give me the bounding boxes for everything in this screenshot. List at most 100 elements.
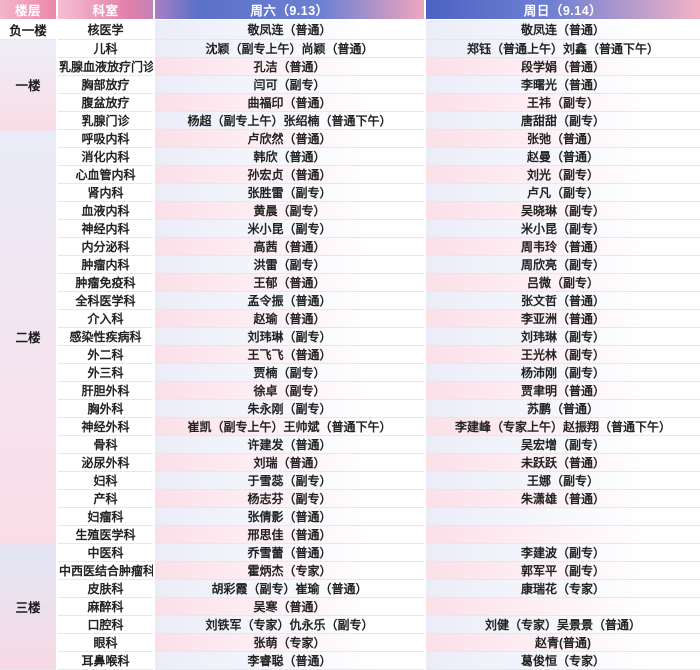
sunday-cell: 郑钰（普通上午）刘鑫（普通下午） [425, 39, 700, 58]
department-cell: 介入科 [57, 309, 155, 328]
saturday-cell: 张倩影（普通） [154, 507, 426, 526]
department-cell: 消化内科 [57, 147, 155, 166]
saturday-cell: 赵瑜（普通） [154, 309, 426, 328]
sunday-cell: 张文哲（普通） [425, 291, 700, 310]
saturday-cell: 高茜（普通） [154, 237, 426, 256]
table-row: 泌尿外科 刘瑞（普通） 未跃跃（普通） [0, 453, 700, 472]
table-row: 血液内科 黄晨（副专） 吴晓琳（副专） [0, 201, 700, 220]
sunday-cell: 王娜（副专） [425, 471, 700, 490]
saturday-cell: 孟令振（普通） [154, 291, 426, 310]
saturday-cell: 于雪蕊（副专） [154, 471, 426, 490]
table-row: 神经内科 米小昆（副专） 米小昆（副专） [0, 219, 700, 238]
saturday-cell: 米小昆（副专） [154, 219, 426, 238]
table-row: 眼科 张萌（专家） 赵青(普通) [0, 633, 700, 652]
sunday-cell: 卢凡（副专） [425, 183, 700, 202]
table-row: 二楼 呼吸内科 卢欣然（普通） 张弛（普通） [0, 129, 700, 544]
sunday-cell: 张弛（普通） [425, 129, 700, 148]
sunday-cell: 敬凤连（普通） [425, 19, 700, 40]
sunday-cell: 李建波（副专） [425, 543, 700, 562]
table-row: 骨科 许建发（普通） 吴宏增（副专） [0, 435, 700, 454]
header-sunday: 周日（9.14） [425, 0, 700, 20]
table-row: 乳腺血液放疗门诊 孔洁（普通） 段学娟（普通） [0, 57, 700, 76]
sunday-cell [425, 597, 700, 616]
saturday-cell: 朱永刚（副专） [154, 399, 426, 418]
header-floor: 楼层 [0, 0, 58, 20]
department-cell: 神经外科 [57, 417, 155, 436]
table-row: 麻醉科 吴寒（普通） [0, 597, 700, 616]
table-row: 妇瘤科 张倩影（普通） [0, 507, 700, 526]
department-cell: 神经内科 [57, 219, 155, 238]
department-cell: 腹盆放疗 [57, 93, 155, 112]
table-row: 肝胆外科 徐卓（副专） 贾聿明（普通） [0, 381, 700, 400]
sunday-cell: 苏鹏（普通） [425, 399, 700, 418]
department-cell: 全科医学科 [57, 291, 155, 310]
table-row: 产科 杨志芬（副专） 朱潇雄（普通） [0, 489, 700, 508]
saturday-cell: 刘铁军（专家）仇永乐（副专） [154, 615, 426, 634]
saturday-cell: 敬凤连（普通） [154, 19, 426, 40]
department-cell: 内分泌科 [57, 237, 155, 256]
department-cell: 呼吸内科 [57, 129, 155, 148]
table-row: 腹盆放疗 曲福印（普通） 王祎（副专） [0, 93, 700, 112]
saturday-cell: 杨志芬（副专） [154, 489, 426, 508]
table-header-row: 楼层 科室 周六（9.13） 周日（9.14） [0, 0, 700, 20]
floor-cell: 二楼 [0, 129, 58, 544]
sunday-cell [425, 525, 700, 544]
sunday-cell: 未跃跃（普通） [425, 453, 700, 472]
sunday-cell: 段学娟（普通） [425, 57, 700, 76]
department-cell: 产科 [57, 489, 155, 508]
department-cell: 儿科 [57, 39, 155, 58]
saturday-cell: 洪雷（副专） [154, 255, 426, 274]
saturday-cell: 吴寒（普通） [154, 597, 426, 616]
table-row: 介入科 赵瑜（普通） 李亚洲（普通） [0, 309, 700, 328]
department-cell: 中医科 [57, 543, 155, 562]
saturday-cell: 徐卓（副专） [154, 381, 426, 400]
saturday-cell: 韩欣（普通） [154, 147, 426, 166]
table-row: 乳腺门诊 杨超（副专上午）张绍楠（普通下午） 唐甜甜（副专） [0, 111, 700, 130]
sunday-cell: 李曙光（普通） [425, 75, 700, 94]
saturday-cell: 邢思佳（普通） [154, 525, 426, 544]
department-cell: 眼科 [57, 633, 155, 652]
saturday-cell: 崔凯（副专上午）王帅斌（普通下午） [154, 417, 426, 436]
table-row: 胸部放疗 闫可（副专） 李曙光（普通） [0, 75, 700, 94]
saturday-cell: 王飞飞（普通） [154, 345, 426, 364]
sunday-cell: 吕微（副专） [425, 273, 700, 292]
sunday-cell: 唐甜甜（副专） [425, 111, 700, 130]
sunday-cell: 贾聿明（普通） [425, 381, 700, 400]
department-cell: 核医学 [57, 19, 155, 40]
sunday-cell: 刘光（副专） [425, 165, 700, 184]
table-row: 耳鼻喉科 李睿聪（普通） 葛俊恒（专家） [0, 651, 700, 670]
floor-cell: 负一楼 [0, 19, 58, 40]
table-row: 内分泌科 高茜（普通） 周韦玲（普通） [0, 237, 700, 256]
sunday-cell: 吴宏增（副专） [425, 435, 700, 454]
header-saturday: 周六（9.13） [154, 0, 426, 20]
table-row: 一楼 儿科 沈颖（副专上午）尚颖（普通） 郑钰（普通上午）刘鑫（普通下午） [0, 39, 700, 130]
table-row: 外二科 王飞飞（普通） 王光林（副专） [0, 345, 700, 364]
floor-cell: 一楼 [0, 39, 58, 130]
saturday-cell: 黄晨（副专） [154, 201, 426, 220]
department-cell: 肝胆外科 [57, 381, 155, 400]
sunday-cell: 刘健（专家）吴景景（普通） [425, 615, 700, 634]
sunday-cell: 郭军平（副专） [425, 561, 700, 580]
saturday-cell: 张胜雷（副专） [154, 183, 426, 202]
saturday-cell: 霍炳杰（专家） [154, 561, 426, 580]
table-row: 皮肤科 胡彩霞（副专）崔瑜（普通） 康瑞花（专家） [0, 579, 700, 598]
saturday-cell: 张萌（专家） [154, 633, 426, 652]
table-row: 三楼 中医科 乔雪蕾（普通） 李建波（副专） [0, 543, 700, 670]
table-row: 妇科 于雪蕊（副专） 王娜（副专） [0, 471, 700, 490]
department-cell: 肾内科 [57, 183, 155, 202]
department-cell: 乳腺门诊 [57, 111, 155, 130]
saturday-cell: 闫可（副专） [154, 75, 426, 94]
table-row: 肾内科 张胜雷（副专） 卢凡（副专） [0, 183, 700, 202]
department-cell: 血液内科 [57, 201, 155, 220]
saturday-cell: 刘瑞（普通） [154, 453, 426, 472]
department-cell: 骨科 [57, 435, 155, 454]
table-row: 肿瘤免疫科 王郁（普通） 吕微（副专） [0, 273, 700, 292]
table-row: 全科医学科 孟令振（普通） 张文哲（普通） [0, 291, 700, 310]
table-row: 神经外科 崔凯（副专上午）王帅斌（普通下午） 李建峰（专家上午）赵振翔（普通下午） [0, 417, 700, 436]
table-row: 肿瘤内科 洪雷（副专） 周欣亮（副专） [0, 255, 700, 274]
sunday-cell: 赵青(普通) [425, 633, 700, 652]
department-cell: 感染性疾病科 [57, 327, 155, 346]
table-row: 口腔科 刘铁军（专家）仇永乐（副专） 刘健（专家）吴景景（普通） [0, 615, 700, 634]
department-cell: 心血管内科 [57, 165, 155, 184]
